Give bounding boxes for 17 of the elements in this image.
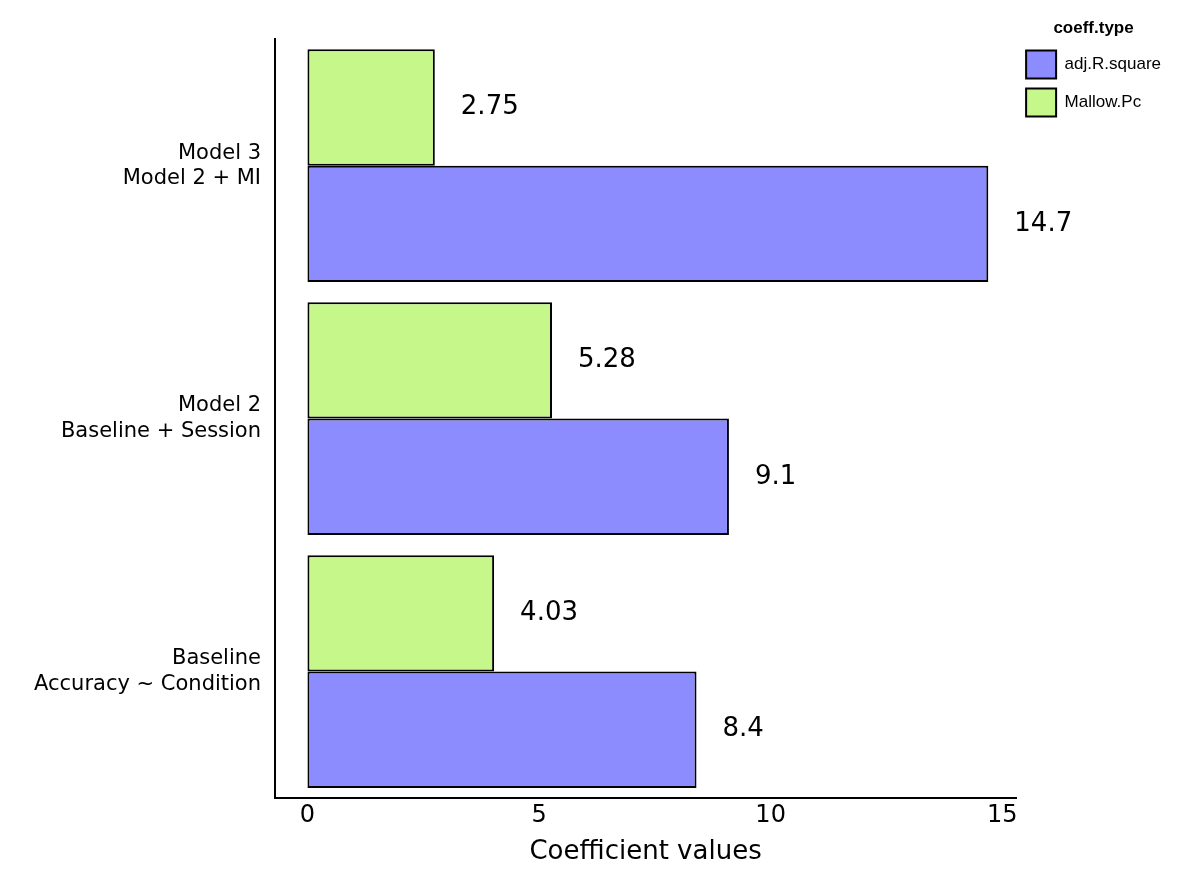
y-tick-label: Model 3 Model 2 + MI (122, 139, 262, 189)
x-axis-title: Coefficient values (529, 835, 762, 866)
data-label: 5.28 (578, 343, 636, 374)
y-tick-label: Baseline Accuracy ~ Condition (33, 645, 262, 695)
y-tick-label: Model 2 Baseline + Session (60, 392, 262, 442)
x-tick-label: 5 (531, 799, 547, 828)
x-tick-label: 15 (986, 799, 1018, 828)
legend-label: Mallow.Pc (1064, 92, 1142, 112)
x-tick-label: 0 (299, 799, 316, 828)
legend-label: adj.R.square (1064, 54, 1161, 74)
data-label: 9.1 (754, 459, 797, 490)
data-label: 4.03 (520, 596, 578, 627)
data-label: 8.4 (722, 712, 764, 743)
data-label: 2.75 (460, 90, 519, 121)
x-tick-label: 10 (755, 799, 786, 828)
legend-title: coeff.type (1053, 18, 1134, 38)
data-label: 14.7 (1014, 206, 1073, 237)
